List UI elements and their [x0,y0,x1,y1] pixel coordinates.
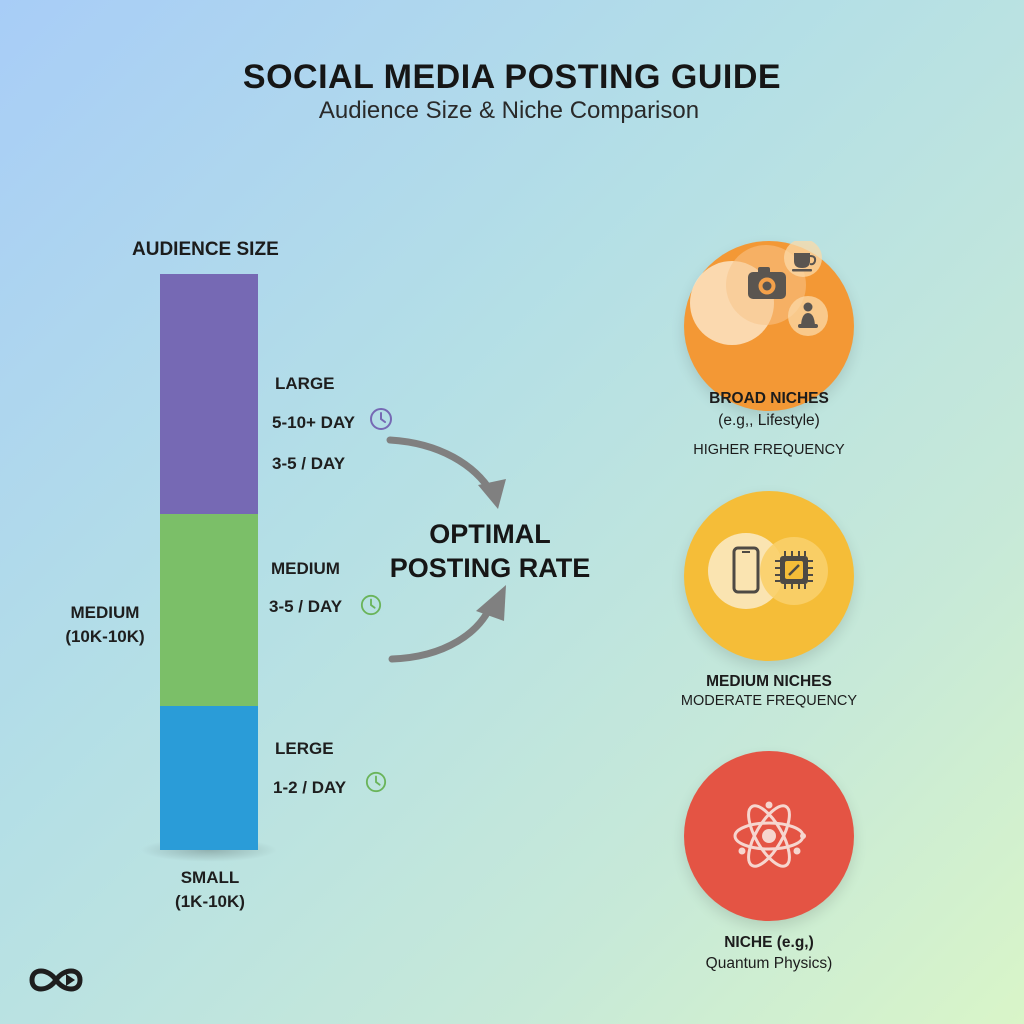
rate-label-medium: MEDIUM [271,559,340,578]
side-label-small-name: SMALL [180,868,240,887]
camera-icon [748,267,786,299]
bar-segment-medium [160,514,258,706]
upper-arrow [386,436,496,497]
rate-medium-value: 3-5 / DAY [269,597,343,616]
niche-example: Quantum Physics) [705,955,833,972]
arrows-graphic [386,436,506,663]
meditation-person-icon [798,302,818,328]
center-label-line2: POSTING RATE [389,553,591,583]
atom-icon [733,801,806,868]
upper-arrowhead [478,479,506,509]
rate-label-small: LERGE [275,739,334,758]
clock-icon [365,771,387,793]
bar-segment-large [160,274,258,514]
optimal-posting-rate-label: OPTIMAL POSTING RATE [385,517,595,585]
side-label-small-range: (1K-10K) [175,892,245,911]
broad-niches-icons [690,241,828,345]
lower-arrow [388,599,496,663]
rate-label-large: LARGE [275,374,335,393]
side-label-small: SMALL (1K-10K) [168,866,252,914]
clock-icon [360,594,382,616]
side-label-medium: MEDIUM (10K-10K) [60,601,150,649]
rate-large-value: 5-10+ DAY [272,413,356,432]
infinity-play-logo-icon [29,968,83,992]
side-label-medium-range: (10K-10K) [65,627,145,646]
medium-niches-icons [708,533,828,609]
smartphone-icon [732,546,760,594]
coffee-cup-icon [792,253,817,272]
side-label-medium-name: MEDIUM [70,603,140,622]
page-subtitle: Audience Size & Niche Comparison [318,97,700,124]
center-label-line1: OPTIMAL [429,519,551,549]
broad-niches-example: (e.g,, Lifestyle) [718,412,820,429]
lower-arrowhead [476,585,506,621]
bar-segment-small [160,706,258,850]
rate-small-value: 1-2 / DAY [273,778,347,797]
broad-niches-title: BROAD NICHES [709,390,829,407]
broad-niches-frequency: HIGHER FREQUENCY [693,442,845,458]
medium-niches-title: MEDIUM NICHES [706,673,832,690]
microchip-icon [775,551,813,589]
clock-icon [370,408,392,430]
page-title: SOCIAL MEDIA POSTING GUIDE [242,58,782,96]
niche-title: NICHE (e.g,) [724,934,814,951]
rate-large-alt-value: 3-5 / DAY [272,454,346,473]
audience-size-title: AUDIENCE SIZE [132,239,279,260]
medium-niches-frequency: MODERATE FREQUENCY [680,693,858,709]
